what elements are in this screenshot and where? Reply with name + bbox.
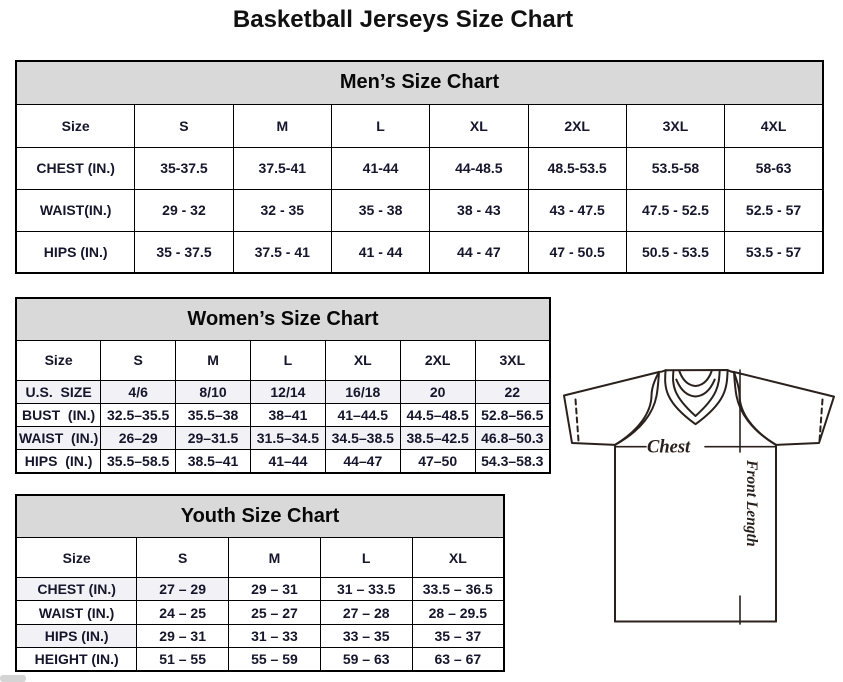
svg-text:Front Length: Front Length [743, 459, 760, 547]
svg-text:Chest: Chest [647, 438, 691, 458]
